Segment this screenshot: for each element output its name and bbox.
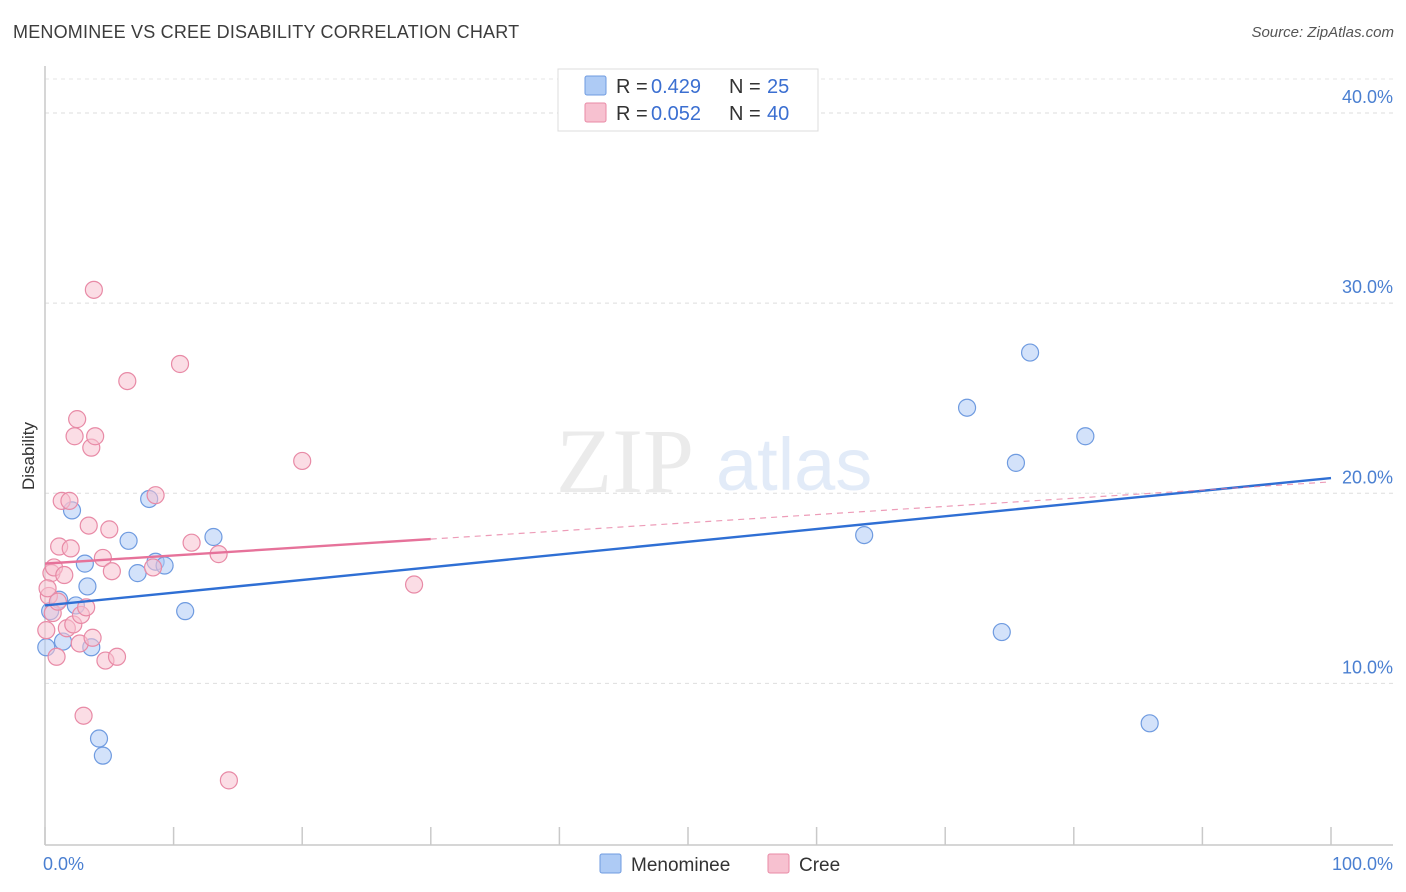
data-point bbox=[204, 527, 223, 547]
data-point bbox=[65, 427, 84, 446]
watermark: ZIP atlas bbox=[556, 410, 872, 512]
legend-r-label: R = bbox=[616, 103, 648, 125]
data-point bbox=[1140, 714, 1159, 733]
legend-r-value: 0.429 bbox=[651, 76, 701, 98]
legend-bottom-cree-label: Cree bbox=[799, 855, 840, 876]
x-tick-label: 100.0% bbox=[1332, 854, 1393, 874]
data-point bbox=[992, 622, 1011, 642]
data-point bbox=[170, 354, 190, 374]
legend-bottom-menominee-swatch bbox=[599, 853, 622, 874]
y-tick-label: 40.0% bbox=[1342, 87, 1393, 107]
watermark-atlas: atlas bbox=[716, 423, 872, 506]
watermark-zip: ZIP bbox=[556, 410, 694, 512]
legend-n-label: N = bbox=[729, 76, 761, 98]
data-point bbox=[128, 564, 147, 583]
data-point bbox=[102, 562, 121, 581]
data-point bbox=[855, 525, 874, 545]
legend-r-label: R = bbox=[616, 76, 648, 98]
series-cree bbox=[37, 280, 424, 790]
data-point bbox=[84, 280, 103, 299]
data-point bbox=[93, 746, 112, 765]
data-point bbox=[77, 598, 96, 617]
legend-n-value: 40 bbox=[767, 103, 789, 125]
data-point bbox=[1020, 343, 1040, 362]
data-point bbox=[146, 486, 165, 505]
data-point bbox=[93, 548, 112, 568]
data-point bbox=[293, 451, 312, 471]
data-point bbox=[60, 491, 79, 510]
y-tick-labels: 10.0% 20.0% 30.0% 40.0% bbox=[1342, 87, 1393, 677]
x-tick-label: 0.0% bbox=[43, 854, 84, 874]
data-point bbox=[107, 647, 127, 666]
data-point bbox=[38, 579, 57, 598]
data-point bbox=[74, 706, 93, 725]
data-point bbox=[119, 531, 138, 550]
trend-line bbox=[44, 476, 1332, 607]
data-point bbox=[68, 410, 87, 429]
data-point bbox=[48, 592, 67, 611]
legend-bottom-menominee-label: Menominee bbox=[631, 855, 730, 876]
y-tick-label: 30.0% bbox=[1342, 277, 1393, 297]
legend-menominee-swatch bbox=[584, 75, 607, 96]
axes bbox=[44, 66, 1393, 846]
legend-n-value: 25 bbox=[767, 76, 789, 98]
chart-title: MENOMINEE VS CREE DISABILITY CORRELATION… bbox=[13, 22, 520, 42]
data-point bbox=[61, 539, 80, 558]
data-point bbox=[118, 371, 137, 391]
y-tick-label: 10.0% bbox=[1342, 657, 1393, 677]
trend-line bbox=[44, 537, 431, 565]
data-point bbox=[1006, 453, 1026, 472]
data-point bbox=[100, 520, 119, 539]
data-point bbox=[47, 647, 66, 666]
data-point bbox=[89, 729, 109, 748]
data-point bbox=[404, 575, 424, 594]
legend-r-value: 0.052 bbox=[651, 103, 701, 125]
legend-bottom-cree-swatch bbox=[767, 853, 790, 874]
legend-cree-swatch bbox=[584, 102, 607, 123]
trend-line-extrapolated bbox=[430, 481, 1332, 540]
source-label: Source: ZipAtlas.com bbox=[1251, 24, 1394, 41]
data-point bbox=[78, 577, 97, 596]
data-point bbox=[219, 771, 238, 790]
data-point bbox=[75, 554, 94, 573]
data-point bbox=[957, 398, 977, 417]
x-tick-labels: 0.0% 100.0% bbox=[43, 854, 1393, 874]
data-point bbox=[37, 621, 56, 640]
data-point bbox=[176, 602, 195, 621]
data-point bbox=[83, 628, 102, 647]
legend-n-label: N = bbox=[729, 103, 761, 125]
data-point bbox=[182, 533, 201, 552]
data-point bbox=[79, 516, 98, 535]
data-point bbox=[55, 565, 74, 585]
trend-lines bbox=[44, 476, 1332, 607]
data-point bbox=[1076, 427, 1095, 446]
data-point bbox=[143, 558, 163, 577]
y-tick-label: 20.0% bbox=[1342, 467, 1393, 487]
legend-bottom: Menominee Cree bbox=[599, 853, 840, 876]
data-point bbox=[86, 427, 105, 446]
gridlines bbox=[45, 78, 1393, 684]
y-axis-label: Disability bbox=[19, 421, 38, 490]
legend-top: R = 0.429 N = 25 R = 0.052 N = 40 bbox=[557, 68, 819, 132]
